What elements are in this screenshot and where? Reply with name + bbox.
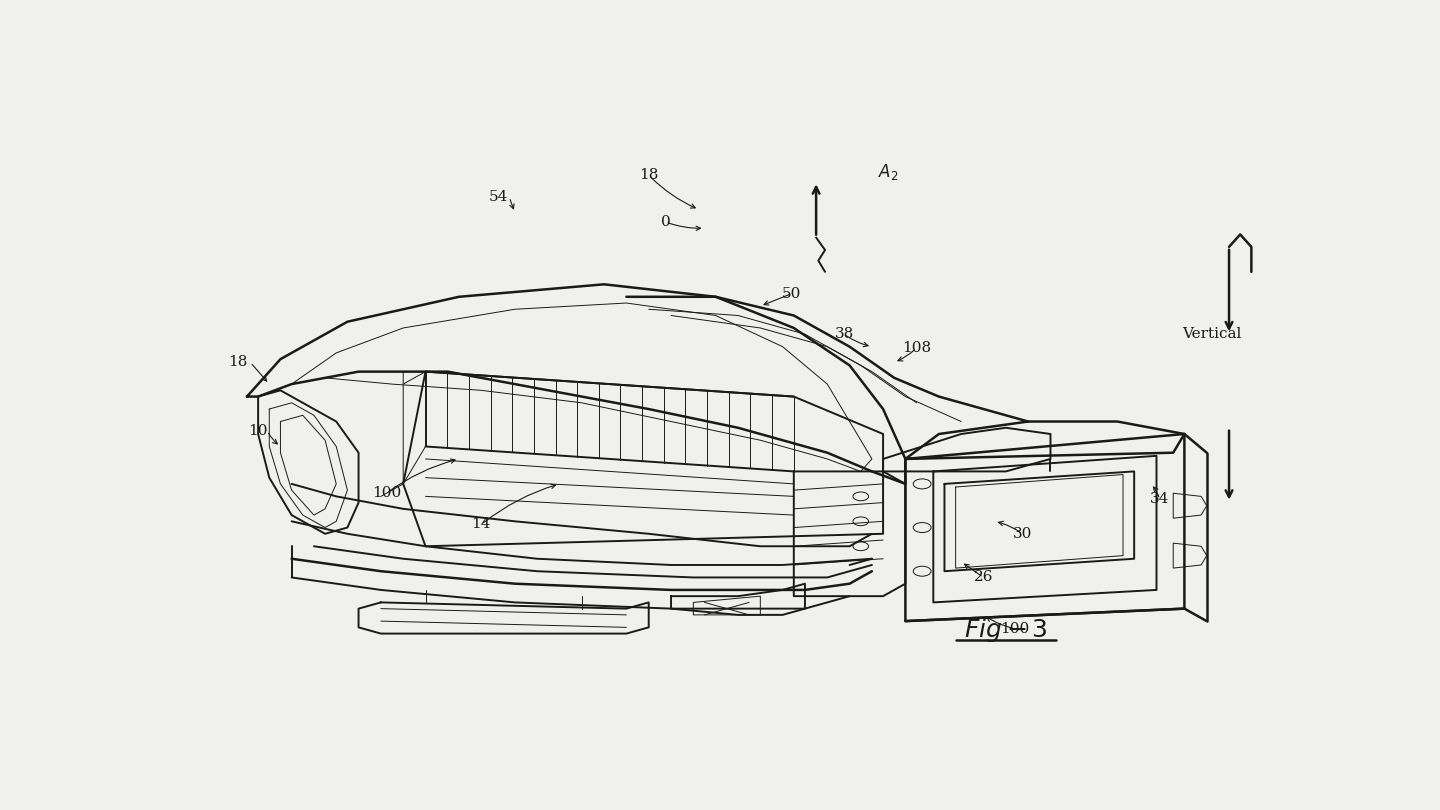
Text: $A_2$: $A_2$: [877, 162, 899, 182]
Text: 14: 14: [471, 518, 491, 531]
Text: 0: 0: [661, 215, 671, 229]
Text: 108: 108: [901, 341, 932, 355]
Text: 18: 18: [639, 168, 658, 182]
Text: Vertical: Vertical: [1182, 327, 1241, 341]
Text: 18: 18: [229, 356, 248, 369]
Text: 100: 100: [372, 486, 402, 501]
Text: 26: 26: [973, 570, 994, 585]
Text: 50: 50: [782, 287, 801, 301]
Text: 30: 30: [1012, 526, 1032, 541]
Text: 34: 34: [1151, 492, 1169, 506]
Text: $\it{Fig-3}$: $\it{Fig-3}$: [963, 616, 1048, 645]
Text: 10: 10: [248, 424, 268, 438]
Text: 54: 54: [488, 190, 508, 204]
Text: 38: 38: [834, 327, 854, 341]
Text: 100: 100: [1001, 621, 1030, 636]
